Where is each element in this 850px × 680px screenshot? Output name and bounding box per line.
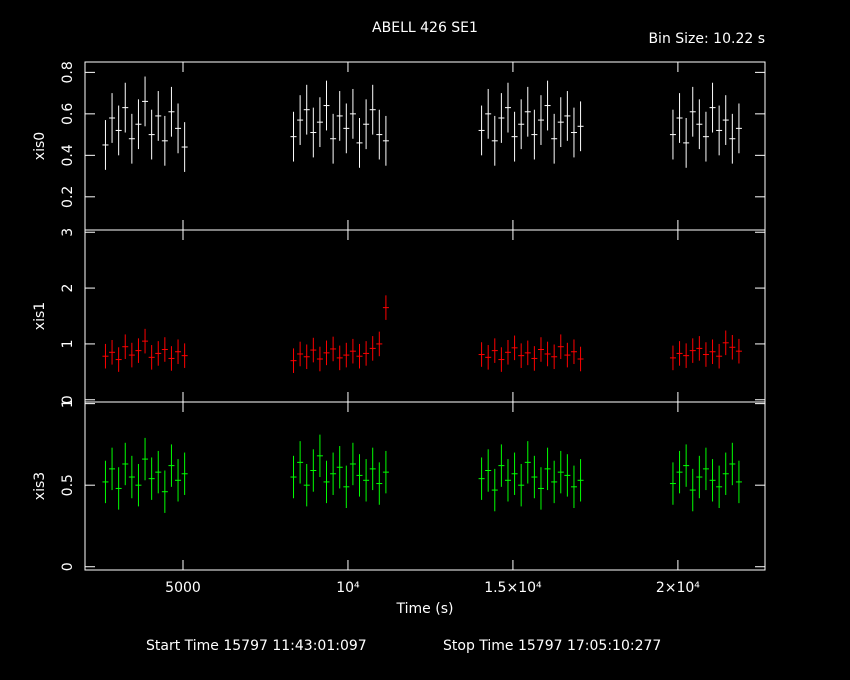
y-axis-label: xis0 <box>32 132 48 160</box>
bin-size: Bin Size: 10.22 s <box>648 31 765 47</box>
series <box>102 295 742 373</box>
chart-title: ABELL 426 SE1 <box>372 20 478 36</box>
panel-frame <box>84 401 766 571</box>
x-tick-label: 5000 <box>165 580 201 596</box>
y-tick-label: 2 <box>60 284 76 293</box>
x-tick-label: 10⁴ <box>336 580 360 596</box>
series <box>102 76 742 172</box>
y-tick-label: 0.5 <box>60 474 76 496</box>
x-tick-label: 2×10⁴ <box>656 580 700 596</box>
y-tick-label: 0.8 <box>60 61 76 83</box>
y-tick-label: 0.6 <box>60 103 76 125</box>
y-tick-label: 0 <box>60 562 76 571</box>
x-axis-label: Time (s) <box>396 601 454 617</box>
y-tick-label: 1 <box>60 399 76 408</box>
x-tick-label: 1.5×10⁴ <box>484 580 542 596</box>
y-tick-label: 1 <box>60 339 76 348</box>
series <box>102 434 742 513</box>
y-axis-label: xis3 <box>32 472 48 500</box>
y-tick-label: 3 <box>60 228 76 237</box>
y-tick-label: 0.2 <box>60 186 76 208</box>
start-time: Start Time 15797 11:43:01:097 <box>146 638 367 654</box>
panel-frame <box>84 61 766 231</box>
y-tick-label: 0.4 <box>60 144 76 166</box>
y-tick-label: 0 <box>60 395 76 404</box>
y-axis-label: xis1 <box>32 302 48 330</box>
stop-time: Stop Time 15797 17:05:10:277 <box>443 638 661 654</box>
panel-frame <box>84 229 766 403</box>
